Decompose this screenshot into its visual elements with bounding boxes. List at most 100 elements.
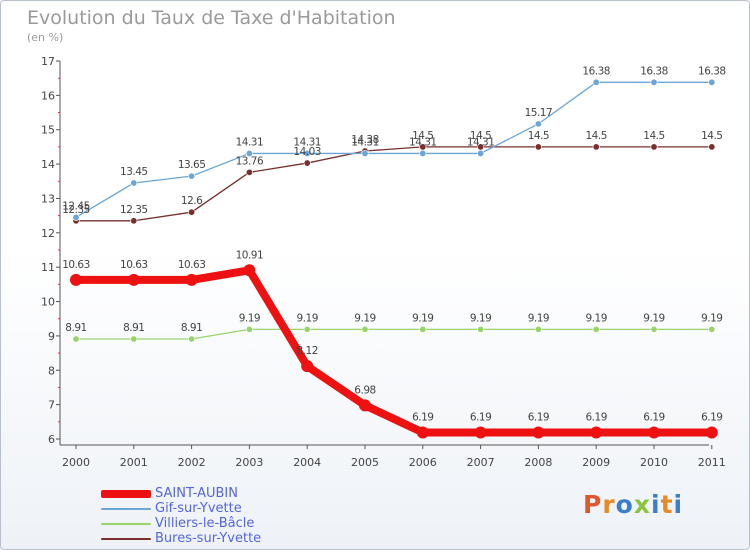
data-point-gif-sur-yvette [188,172,196,180]
data-label-gif-sur-yvette: 14.31 [467,136,495,148]
data-point-gif-sur-yvette [72,213,80,221]
data-point-bures-sur-yvette [708,143,716,151]
data-label-bures-sur-yvette: 14.5 [412,130,433,142]
data-point-saint-aubin [648,426,660,439]
x-tick-label: 2002 [178,456,206,469]
data-label-bures-sur-yvette: 14.38 [351,134,379,146]
data-point-gif-sur-yvette [419,149,427,157]
data-label-saint-aubin: 6.19 [643,411,664,423]
data-point-villiers-le-bacle [303,325,311,333]
data-point-saint-aubin [416,426,429,439]
data-label-saint-aubin: 6.19 [528,411,549,423]
x-tick-label: 2004 [293,456,321,469]
data-point-saint-aubin [359,399,371,412]
data-label-bures-sur-yvette: 12.6 [181,195,203,207]
data-point-villiers-le-bacle [188,335,196,343]
x-tick-label: 2011 [698,456,726,469]
data-point-gif-sur-yvette [708,78,716,86]
logo-letter: P [583,490,603,519]
data-label-saint-aubin: 6.19 [412,411,433,423]
data-point-gif-sur-yvette [592,78,600,86]
x-tick-label: 2001 [120,456,148,469]
data-point-villiers-le-bacle [419,325,427,333]
data-point-bures-sur-yvette [534,143,542,151]
data-label-saint-aubin: 10.63 [178,259,206,271]
logo-letter: o [615,490,634,519]
x-tick-label: 2010 [640,456,668,469]
data-label-villiers-le-bacle: 8.91 [65,322,86,334]
data-label-saint-aubin: 10.63 [120,259,148,271]
data-label-gif-sur-yvette: 16.38 [640,65,668,77]
data-label-villiers-le-bacle: 9.19 [297,312,318,324]
data-label-gif-sur-yvette: 12.45 [62,200,90,212]
data-point-saint-aubin [70,273,82,286]
data-point-villiers-le-bacle [477,325,485,333]
logo-letter: x [633,490,651,519]
y-tick-label: 13 [41,192,55,205]
data-label-villiers-le-bacle: 9.19 [643,312,664,324]
y-tick-label: 15 [41,124,55,137]
y-tick-label: 16 [41,89,55,102]
data-point-gif-sur-yvette [650,78,658,86]
data-label-bures-sur-yvette: 14.5 [586,130,607,142]
y-tick-label: 7 [48,399,55,412]
data-label-saint-aubin: 6.19 [701,411,722,423]
y-tick-label: 8 [48,364,55,377]
series-line-saint-aubin [72,266,716,437]
y-tick-label: 6 [48,433,55,446]
data-label-saint-aubin: 10.91 [236,249,264,261]
data-label-bures-sur-yvette: 12.35 [120,204,148,216]
data-label-villiers-le-bacle: 9.19 [470,312,491,324]
data-label-gif-sur-yvette: 16.38 [582,65,610,77]
data-point-bures-sur-yvette [188,208,196,216]
data-point-saint-aubin [301,360,314,373]
x-tick-label: 2007 [467,456,495,469]
y-tick-label: 17 [41,55,55,68]
data-point-villiers-le-bacle [592,325,600,333]
y-tick-label: 12 [41,227,55,240]
data-label-saint-aubin: 6.19 [470,411,491,423]
data-point-villiers-le-bacle [650,325,658,333]
data-point-bures-sur-yvette [130,217,138,225]
data-label-gif-sur-yvette: 15.17 [525,107,553,119]
data-label-gif-sur-yvette: 14.31 [293,136,321,148]
x-tick-label: 2003 [235,456,263,469]
data-point-bures-sur-yvette [245,168,253,176]
data-point-bures-sur-yvette [650,143,658,151]
data-point-bures-sur-yvette [592,143,600,151]
data-point-villiers-le-bacle [708,325,716,333]
data-point-villiers-le-bacle [361,325,369,333]
y-tick-label: 10 [41,296,55,309]
logo-letter: t [660,490,674,519]
logo-letter: r [602,490,616,519]
data-label-saint-aubin: 8.12 [297,345,318,357]
legend-swatch-gif-sur-yvette [101,508,151,510]
data-label-bures-sur-yvette: 14.5 [643,130,664,142]
data-label-bures-sur-yvette: 14.5 [470,130,491,142]
data-point-gif-sur-yvette [245,149,253,157]
data-label-villiers-le-bacle: 9.19 [354,312,375,324]
legend-label-saint-aubin: SAINT-AUBIN [155,486,238,501]
data-label-villiers-le-bacle: 9.19 [701,312,722,324]
data-label-bures-sur-yvette: 14.5 [701,130,722,142]
series-line-gif-sur-yvette [75,81,713,219]
legend-swatch-villiers-le-bacle [101,523,151,525]
data-label-gif-sur-yvette: 13.45 [120,166,148,178]
data-point-gif-sur-yvette [130,179,138,187]
data-point-saint-aubin [474,426,487,439]
data-point-bures-sur-yvette [303,159,311,167]
data-point-villiers-le-bacle [72,335,80,343]
series-line-villiers-le-bacle [75,328,713,340]
data-point-saint-aubin [243,264,256,277]
data-label-saint-aubin: 6.98 [354,384,375,396]
data-point-villiers-le-bacle [534,325,542,333]
logo-letter: i [651,490,661,519]
data-label-bures-sur-yvette: 14.5 [528,130,549,142]
data-label-gif-sur-yvette: 14.31 [351,136,379,148]
y-tick-label: 9 [48,330,55,343]
data-point-gif-sur-yvette [477,149,485,157]
data-point-saint-aubin [705,426,718,439]
data-label-villiers-le-bacle: 9.19 [586,312,607,324]
data-point-gif-sur-yvette [361,149,369,157]
